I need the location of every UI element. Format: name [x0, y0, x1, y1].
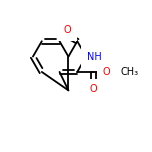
Text: O: O	[89, 84, 97, 94]
Text: O: O	[64, 25, 72, 35]
Text: NH: NH	[87, 52, 102, 62]
Text: CH₃: CH₃	[121, 67, 139, 77]
Text: O: O	[103, 67, 110, 77]
